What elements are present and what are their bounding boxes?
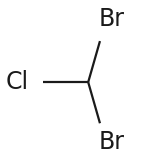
Text: Cl: Cl	[6, 70, 29, 94]
Text: Br: Br	[98, 7, 125, 31]
Text: Br: Br	[98, 130, 125, 154]
